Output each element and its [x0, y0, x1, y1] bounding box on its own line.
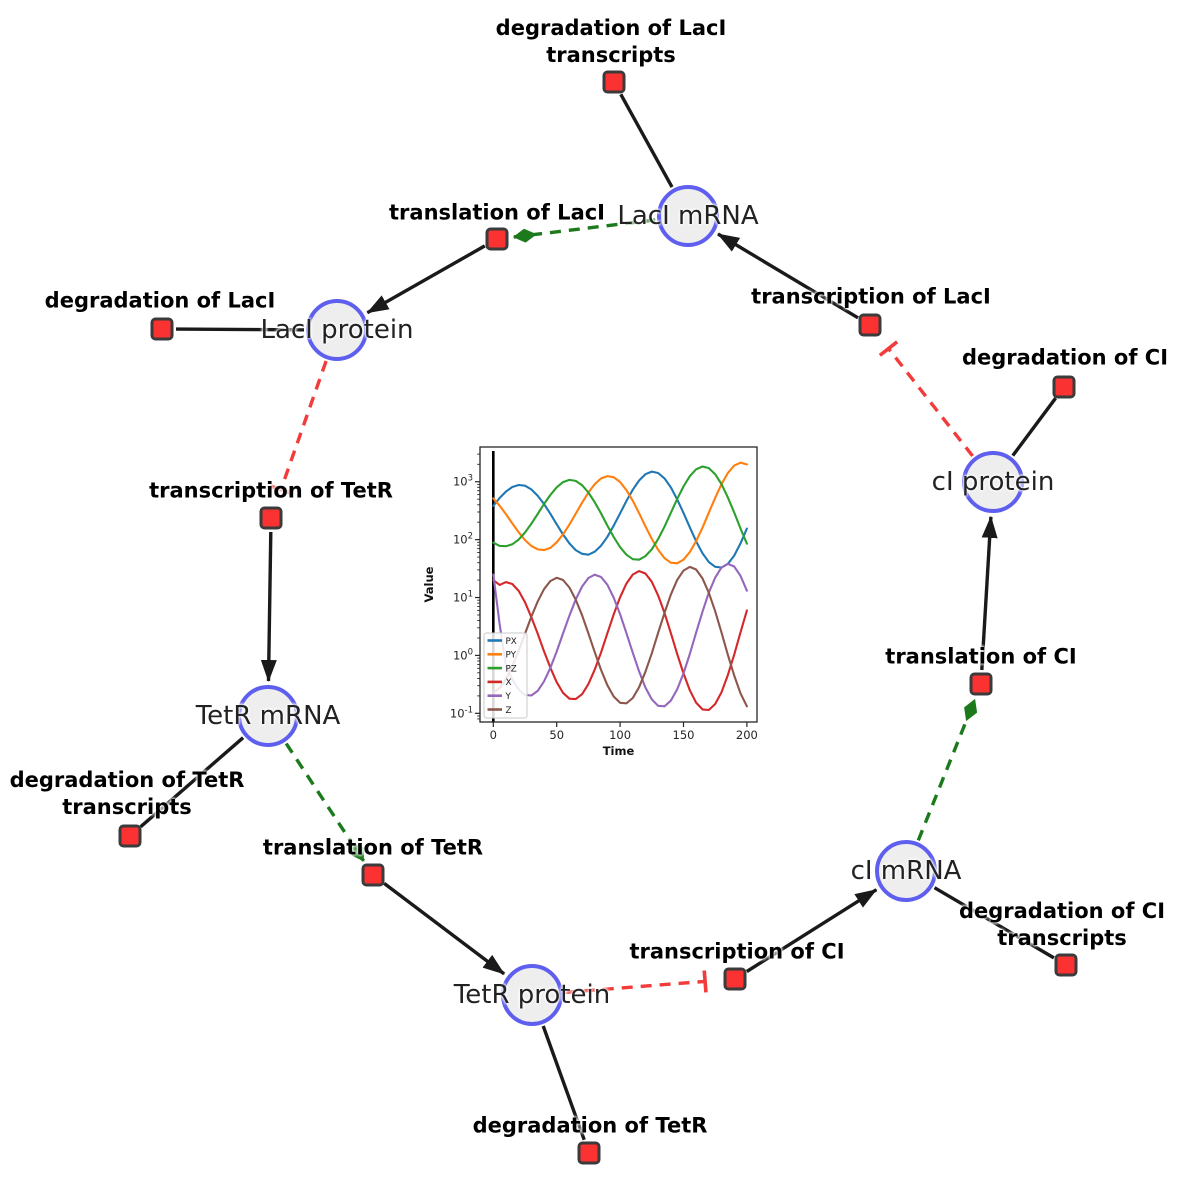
- x-tick-label: 100: [609, 728, 631, 742]
- legend-entry-label: X: [506, 678, 512, 688]
- reaction-label-line: translation of TetR: [262, 835, 484, 860]
- reaction-node-deg_laci_tx[interactable]: [602, 70, 626, 94]
- species-node-laci_protein[interactable]: [306, 299, 368, 361]
- activation-edge-tetr_mrna-transl_tetr: [284, 742, 366, 862]
- reaction-node-txn_tetr[interactable]: [259, 506, 283, 530]
- reaction-label-line: transcription of LacI: [751, 284, 991, 309]
- series-line-PY: [492, 461, 748, 565]
- reaction-label-line: transcripts: [62, 795, 192, 819]
- series-line-PX: [492, 470, 748, 569]
- reaction-node-txn_laci[interactable]: [858, 313, 882, 337]
- reaction-edge-tetr_mrna-deg_tetr_tx: [139, 736, 245, 829]
- reaction-label-line: degradation of TetR: [472, 1113, 708, 1138]
- reaction-edge-txn_tetr-tetr_mrna: [260, 531, 277, 682]
- reaction-node-transl_tetr[interactable]: [361, 863, 385, 887]
- reaction-edge-laci_protein-deg_laci: [175, 327, 305, 332]
- species-label-ci_mrna: cI mRNA: [850, 856, 962, 886]
- x-tick-label: 200: [736, 728, 758, 742]
- reaction-label-line: degradation of TetR: [9, 768, 245, 792]
- x-tick-label: 0: [490, 728, 497, 742]
- reaction-label-line: transcripts: [546, 43, 676, 67]
- legend-entry-label: PY: [506, 651, 517, 661]
- reaction-label-deg_ci: degradation of CI: [962, 345, 1168, 372]
- chart-frame: [479, 446, 758, 723]
- reaction-label-deg_tetr_tx: degradation of TetR transcripts: [10, 767, 245, 821]
- y-axis-label: Value: [422, 566, 436, 602]
- reaction-label-txn_laci: transcription of LacI: [751, 284, 991, 311]
- reaction-label-line: transcripts: [997, 926, 1127, 950]
- inhibition-edge-tetr_protein-txn_ci: [564, 970, 708, 995]
- reaction-node-deg_ci[interactable]: [1052, 375, 1076, 399]
- species-node-laci_mrna[interactable]: [657, 185, 719, 247]
- series-line-Y: [492, 562, 748, 708]
- reaction-node-deg_laci[interactable]: [150, 317, 174, 341]
- reaction-edge-ci_protein-deg_ci: [1011, 397, 1057, 457]
- reaction-node-deg_tetr_tx[interactable]: [118, 824, 142, 848]
- reaction-edge-txn_ci-ci_mrna: [745, 888, 878, 973]
- reaction-node-transl_laci[interactable]: [485, 227, 509, 251]
- reaction-label-deg_ci_tx: degradation of CI transcripts: [959, 898, 1165, 952]
- reaction-node-deg_tetr[interactable]: [577, 1141, 601, 1165]
- series-line-PZ: [492, 465, 748, 561]
- series-line-Z: [492, 565, 748, 708]
- chart-background: [422, 433, 777, 766]
- reaction-label-line: transcription of CI: [629, 939, 845, 964]
- reaction-edge-ci_mrna-deg_ci_tx: [933, 886, 1055, 960]
- reaction-label-line: transcription of TetR: [149, 478, 393, 503]
- reaction-label-line: degradation of CI: [958, 899, 1166, 923]
- reaction-label-line: degradation of CI: [961, 345, 1169, 370]
- species-node-tetr_mrna[interactable]: [237, 685, 299, 747]
- species-label-tetr_protein: TetR protein: [453, 980, 611, 1010]
- reaction-node-transl_ci[interactable]: [969, 672, 993, 696]
- reaction-label-transl_ci: translation of CI: [885, 644, 1076, 671]
- species-label-laci_mrna: LacI mRNA: [617, 201, 759, 231]
- reaction-node-txn_ci[interactable]: [723, 967, 747, 991]
- reaction-node-deg_ci_tx[interactable]: [1054, 953, 1078, 977]
- reaction-edge-transl_tetr-tetr_protein: [383, 882, 506, 976]
- reaction-label-transl_tetr: translation of TetR: [263, 835, 483, 862]
- reaction-label-txn_ci: transcription of CI: [629, 939, 844, 966]
- species-node-ci_mrna[interactable]: [875, 840, 937, 902]
- reaction-label-line: translation of CI: [885, 644, 1077, 669]
- x-axis-label: Time: [603, 744, 635, 758]
- species-label-laci_protein: LacI protein: [260, 315, 414, 345]
- reaction-edge-deg_laci_tx-laci_mrna: [619, 93, 674, 188]
- legend-entry-label: PX: [506, 637, 517, 647]
- reaction-edge-tetr_protein-deg_tetr: [541, 1025, 586, 1141]
- legend-entry-label: Z: [506, 706, 512, 716]
- inhibition-edge-laci_protein-txn_tetr: [269, 360, 328, 496]
- reaction-label-deg_tetr: degradation of TetR: [473, 1113, 708, 1140]
- reaction-label-deg_laci: degradation of LacI: [45, 288, 276, 315]
- species-label-ci_protein: cI protein: [931, 467, 1055, 497]
- series-line-X: [492, 570, 748, 712]
- reaction-label-line: translation of LacI: [389, 200, 605, 225]
- species-node-ci_protein[interactable]: [962, 451, 1024, 513]
- reaction-edge-transl_laci-laci_protein: [366, 244, 486, 315]
- reaction-label-line: degradation of LacI: [495, 16, 727, 40]
- x-tick-label: 50: [549, 728, 564, 742]
- x-tick-label: 150: [673, 728, 695, 742]
- reaction-label-transl_laci: translation of LacI: [389, 200, 605, 227]
- species-node-tetr_protein[interactable]: [501, 964, 563, 1026]
- reaction-label-deg_laci_tx: degradation of LacI transcripts: [496, 15, 727, 69]
- species-label-tetr_mrna: TetR mRNA: [195, 701, 341, 731]
- activation-edge-laci_mrna-transl_laci: [512, 218, 656, 243]
- reaction-edge-transl_ci-ci_protein: [980, 515, 998, 671]
- activation-edge-ci_mrna-transl_ci: [916, 698, 978, 842]
- reaction-label-line: degradation of LacI: [44, 288, 276, 313]
- inhibition-edge-ci_protein-txn_laci: [878, 340, 974, 458]
- reaction-label-txn_tetr: transcription of TetR: [149, 478, 393, 505]
- reaction-edge-txn_laci-laci_mrna: [717, 232, 859, 320]
- legend-entry-label: PZ: [506, 664, 517, 674]
- legend-entry-label: Y: [505, 692, 512, 702]
